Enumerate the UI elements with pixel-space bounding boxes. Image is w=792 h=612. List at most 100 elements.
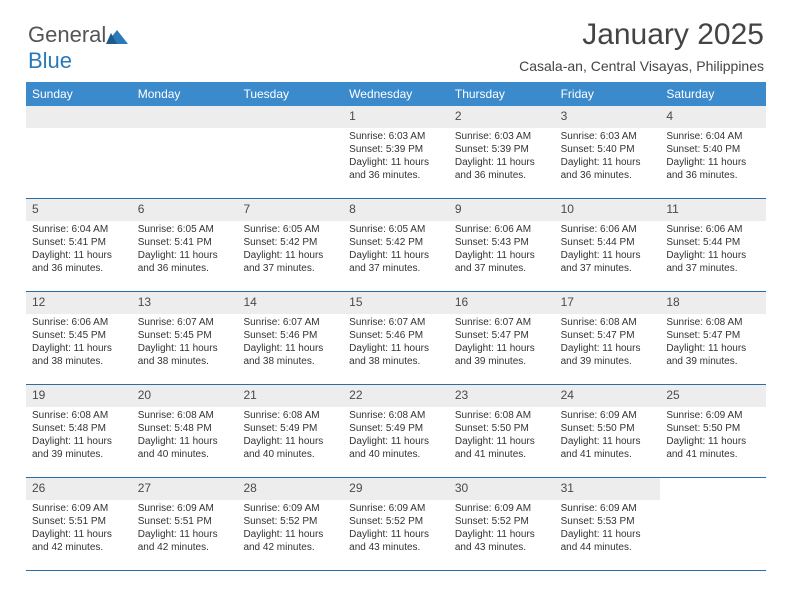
calendar-cell: 17Sunrise: 6:08 AMSunset: 5:47 PMDayligh… (555, 292, 661, 384)
day-number: 4 (660, 106, 766, 128)
sunset-text: Sunset: 5:52 PM (349, 515, 443, 528)
brand-text-blue: Blue (28, 48, 72, 73)
sunset-text: Sunset: 5:42 PM (349, 236, 443, 249)
calendar-cell: 28 Sunrise: 6:09 AMSunset: 5:52 PMDayligh… (237, 478, 343, 570)
daylight-text: Daylight: 11 hours and 38 minutes. (243, 342, 337, 368)
calendar-cell: 31Sunrise: 6:09 AMSunset: 5:53 PMDayligh… (555, 478, 661, 570)
day-body: Sunrise: 6:03 AMSunset: 5:39 PMDaylight:… (449, 130, 555, 186)
daylight-text: Daylight: 11 hours and 36 minutes. (455, 156, 549, 182)
daylight-text: Daylight: 11 hours and 37 minutes. (561, 249, 655, 275)
sunrise-text: Sunrise: 6:09 AM (561, 409, 655, 422)
calendar-cell: 8Sunrise: 6:05 AMSunset: 5:42 PMDaylight… (343, 199, 449, 291)
day-header: Thursday (449, 82, 555, 106)
day-body: Sunrise: 6:09 AMSunset: 5:52 PMDaylight:… (343, 502, 449, 558)
day-number: 2 (449, 106, 555, 128)
daylight-text: Daylight: 11 hours and 39 minutes. (32, 435, 126, 461)
sunrise-text: Sunrise: 6:09 AM (666, 409, 760, 422)
day-body: Sunrise: 6:08 AMSunset: 5:47 PMDaylight:… (555, 316, 661, 372)
day-body: Sunrise: 6:08 AMSunset: 5:48 PMDaylight:… (26, 409, 132, 465)
sunset-text: Sunset: 5:45 PM (32, 329, 126, 342)
calendar-cell: 29Sunrise: 6:09 AMSunset: 5:52 PMDayligh… (343, 478, 449, 570)
day-number: 21 (237, 385, 343, 407)
day-body: Sunrise: 6:09 AMSunset: 5:51 PMDaylight:… (26, 502, 132, 558)
sunset-text: Sunset: 5:40 PM (561, 143, 655, 156)
calendar-cell: 2Sunrise: 6:03 AMSunset: 5:39 PMDaylight… (449, 106, 555, 198)
daylight-text: Daylight: 11 hours and 41 minutes. (561, 435, 655, 461)
sunset-text: Sunset: 5:48 PM (138, 422, 232, 435)
sunrise-text: Sunrise: 6:04 AM (32, 223, 126, 236)
day-header: Sunday (26, 82, 132, 106)
sunset-text: Sunset: 5:46 PM (349, 329, 443, 342)
daylight-text: Daylight: 11 hours and 37 minutes. (349, 249, 443, 275)
sunset-text: Sunset: 5:52 PM (243, 515, 337, 528)
sunset-text: Sunset: 5:47 PM (561, 329, 655, 342)
sunset-text: Sunset: 5:41 PM (32, 236, 126, 249)
calendar-week: 1Sunrise: 6:03 AMSunset: 5:39 PMDaylight… (26, 106, 766, 199)
calendar-cell: 4Sunrise: 6:04 AMSunset: 5:40 PMDaylight… (660, 106, 766, 198)
daylight-text: Daylight: 11 hours and 40 minutes. (349, 435, 443, 461)
calendar-week: 5Sunrise: 6:04 AMSunset: 5:41 PMDaylight… (26, 199, 766, 292)
day-number: 7 (237, 199, 343, 221)
day-body: Sunrise: 6:07 AMSunset: 5:47 PMDaylight:… (449, 316, 555, 372)
calendar-cell: 13Sunrise: 6:07 AMSunset: 5:45 PMDayligh… (132, 292, 238, 384)
sunset-text: Sunset: 5:52 PM (455, 515, 549, 528)
calendar-cell: 19Sunrise: 6:08 AMSunset: 5:48 PMDayligh… (26, 385, 132, 477)
daylight-text: Daylight: 11 hours and 39 minutes. (455, 342, 549, 368)
day-body: Sunrise: 6:06 AMSunset: 5:45 PMDaylight:… (26, 316, 132, 372)
calendar-cell: 6Sunrise: 6:05 AMSunset: 5:41 PMDaylight… (132, 199, 238, 291)
daylight-text: Daylight: 11 hours and 43 minutes. (349, 528, 443, 554)
day-body: Sunrise: 6:07 AMSunset: 5:46 PMDaylight:… (237, 316, 343, 372)
day-body: Sunrise: 6:05 AMSunset: 5:42 PMDaylight:… (237, 223, 343, 279)
day-number-empty (132, 106, 238, 128)
day-body: Sunrise: 6:09 AMSunset: 5:53 PMDaylight:… (555, 502, 661, 558)
daylight-text: Daylight: 11 hours and 37 minutes. (243, 249, 337, 275)
day-header: Tuesday (237, 82, 343, 106)
day-header: Saturday (660, 82, 766, 106)
day-number: 8 (343, 199, 449, 221)
day-body: Sunrise: 6:06 AMSunset: 5:44 PMDaylight:… (555, 223, 661, 279)
sunrise-text: Sunrise: 6:07 AM (138, 316, 232, 329)
daylight-text: Daylight: 11 hours and 36 minutes. (32, 249, 126, 275)
sunrise-text: Sunrise: 6:09 AM (138, 502, 232, 515)
calendar-body: 1Sunrise: 6:03 AMSunset: 5:39 PMDaylight… (26, 106, 766, 571)
calendar-cell: 10Sunrise: 6:06 AMSunset: 5:44 PMDayligh… (555, 199, 661, 291)
day-number: 15 (343, 292, 449, 314)
brand-text-general: General (28, 22, 106, 47)
sunrise-text: Sunrise: 6:09 AM (243, 502, 337, 515)
day-number: 9 (449, 199, 555, 221)
daylight-text: Daylight: 11 hours and 42 minutes. (243, 528, 337, 554)
sunrise-text: Sunrise: 6:07 AM (243, 316, 337, 329)
daylight-text: Daylight: 11 hours and 37 minutes. (455, 249, 549, 275)
calendar-cell: 11Sunrise: 6:06 AMSunset: 5:44 PMDayligh… (660, 199, 766, 291)
daylight-text: Daylight: 11 hours and 42 minutes. (32, 528, 126, 554)
calendar-cell: 20Sunrise: 6:08 AMSunset: 5:48 PMDayligh… (132, 385, 238, 477)
daylight-text: Daylight: 11 hours and 38 minutes. (138, 342, 232, 368)
daylight-text: Daylight: 11 hours and 43 minutes. (455, 528, 549, 554)
day-body: Sunrise: 6:09 AMSunset: 5:52 PMDaylight:… (449, 502, 555, 558)
calendar-cell: 7Sunrise: 6:05 AMSunset: 5:42 PMDaylight… (237, 199, 343, 291)
daylight-text: Daylight: 11 hours and 42 minutes. (138, 528, 232, 554)
day-body: Sunrise: 6:09 AMSunset: 5:50 PMDaylight:… (660, 409, 766, 465)
day-number: 22 (343, 385, 449, 407)
calendar-cell: 9Sunrise: 6:06 AMSunset: 5:43 PMDaylight… (449, 199, 555, 291)
daylight-text: Daylight: 11 hours and 38 minutes. (349, 342, 443, 368)
daylight-text: Daylight: 11 hours and 39 minutes. (561, 342, 655, 368)
day-number: 10 (555, 199, 661, 221)
sunset-text: Sunset: 5:50 PM (561, 422, 655, 435)
day-body: Sunrise: 6:09 AMSunset: 5:51 PMDaylight:… (132, 502, 238, 558)
sunrise-text: Sunrise: 6:07 AM (349, 316, 443, 329)
daylight-text: Daylight: 11 hours and 36 minutes. (138, 249, 232, 275)
day-number: 28 (237, 478, 343, 500)
sunset-text: Sunset: 5:42 PM (243, 236, 337, 249)
day-number: 26 (26, 478, 132, 500)
day-number: 23 (449, 385, 555, 407)
daylight-text: Daylight: 11 hours and 40 minutes. (138, 435, 232, 461)
daylight-text: Daylight: 11 hours and 39 minutes. (666, 342, 760, 368)
calendar-cell: 24Sunrise: 6:09 AMSunset: 5:50 PMDayligh… (555, 385, 661, 477)
sunrise-text: Sunrise: 6:08 AM (455, 409, 549, 422)
sunrise-text: Sunrise: 6:09 AM (561, 502, 655, 515)
day-header: Friday (555, 82, 661, 106)
sunset-text: Sunset: 5:46 PM (243, 329, 337, 342)
sunset-text: Sunset: 5:47 PM (455, 329, 549, 342)
sunset-text: Sunset: 5:51 PM (32, 515, 126, 528)
